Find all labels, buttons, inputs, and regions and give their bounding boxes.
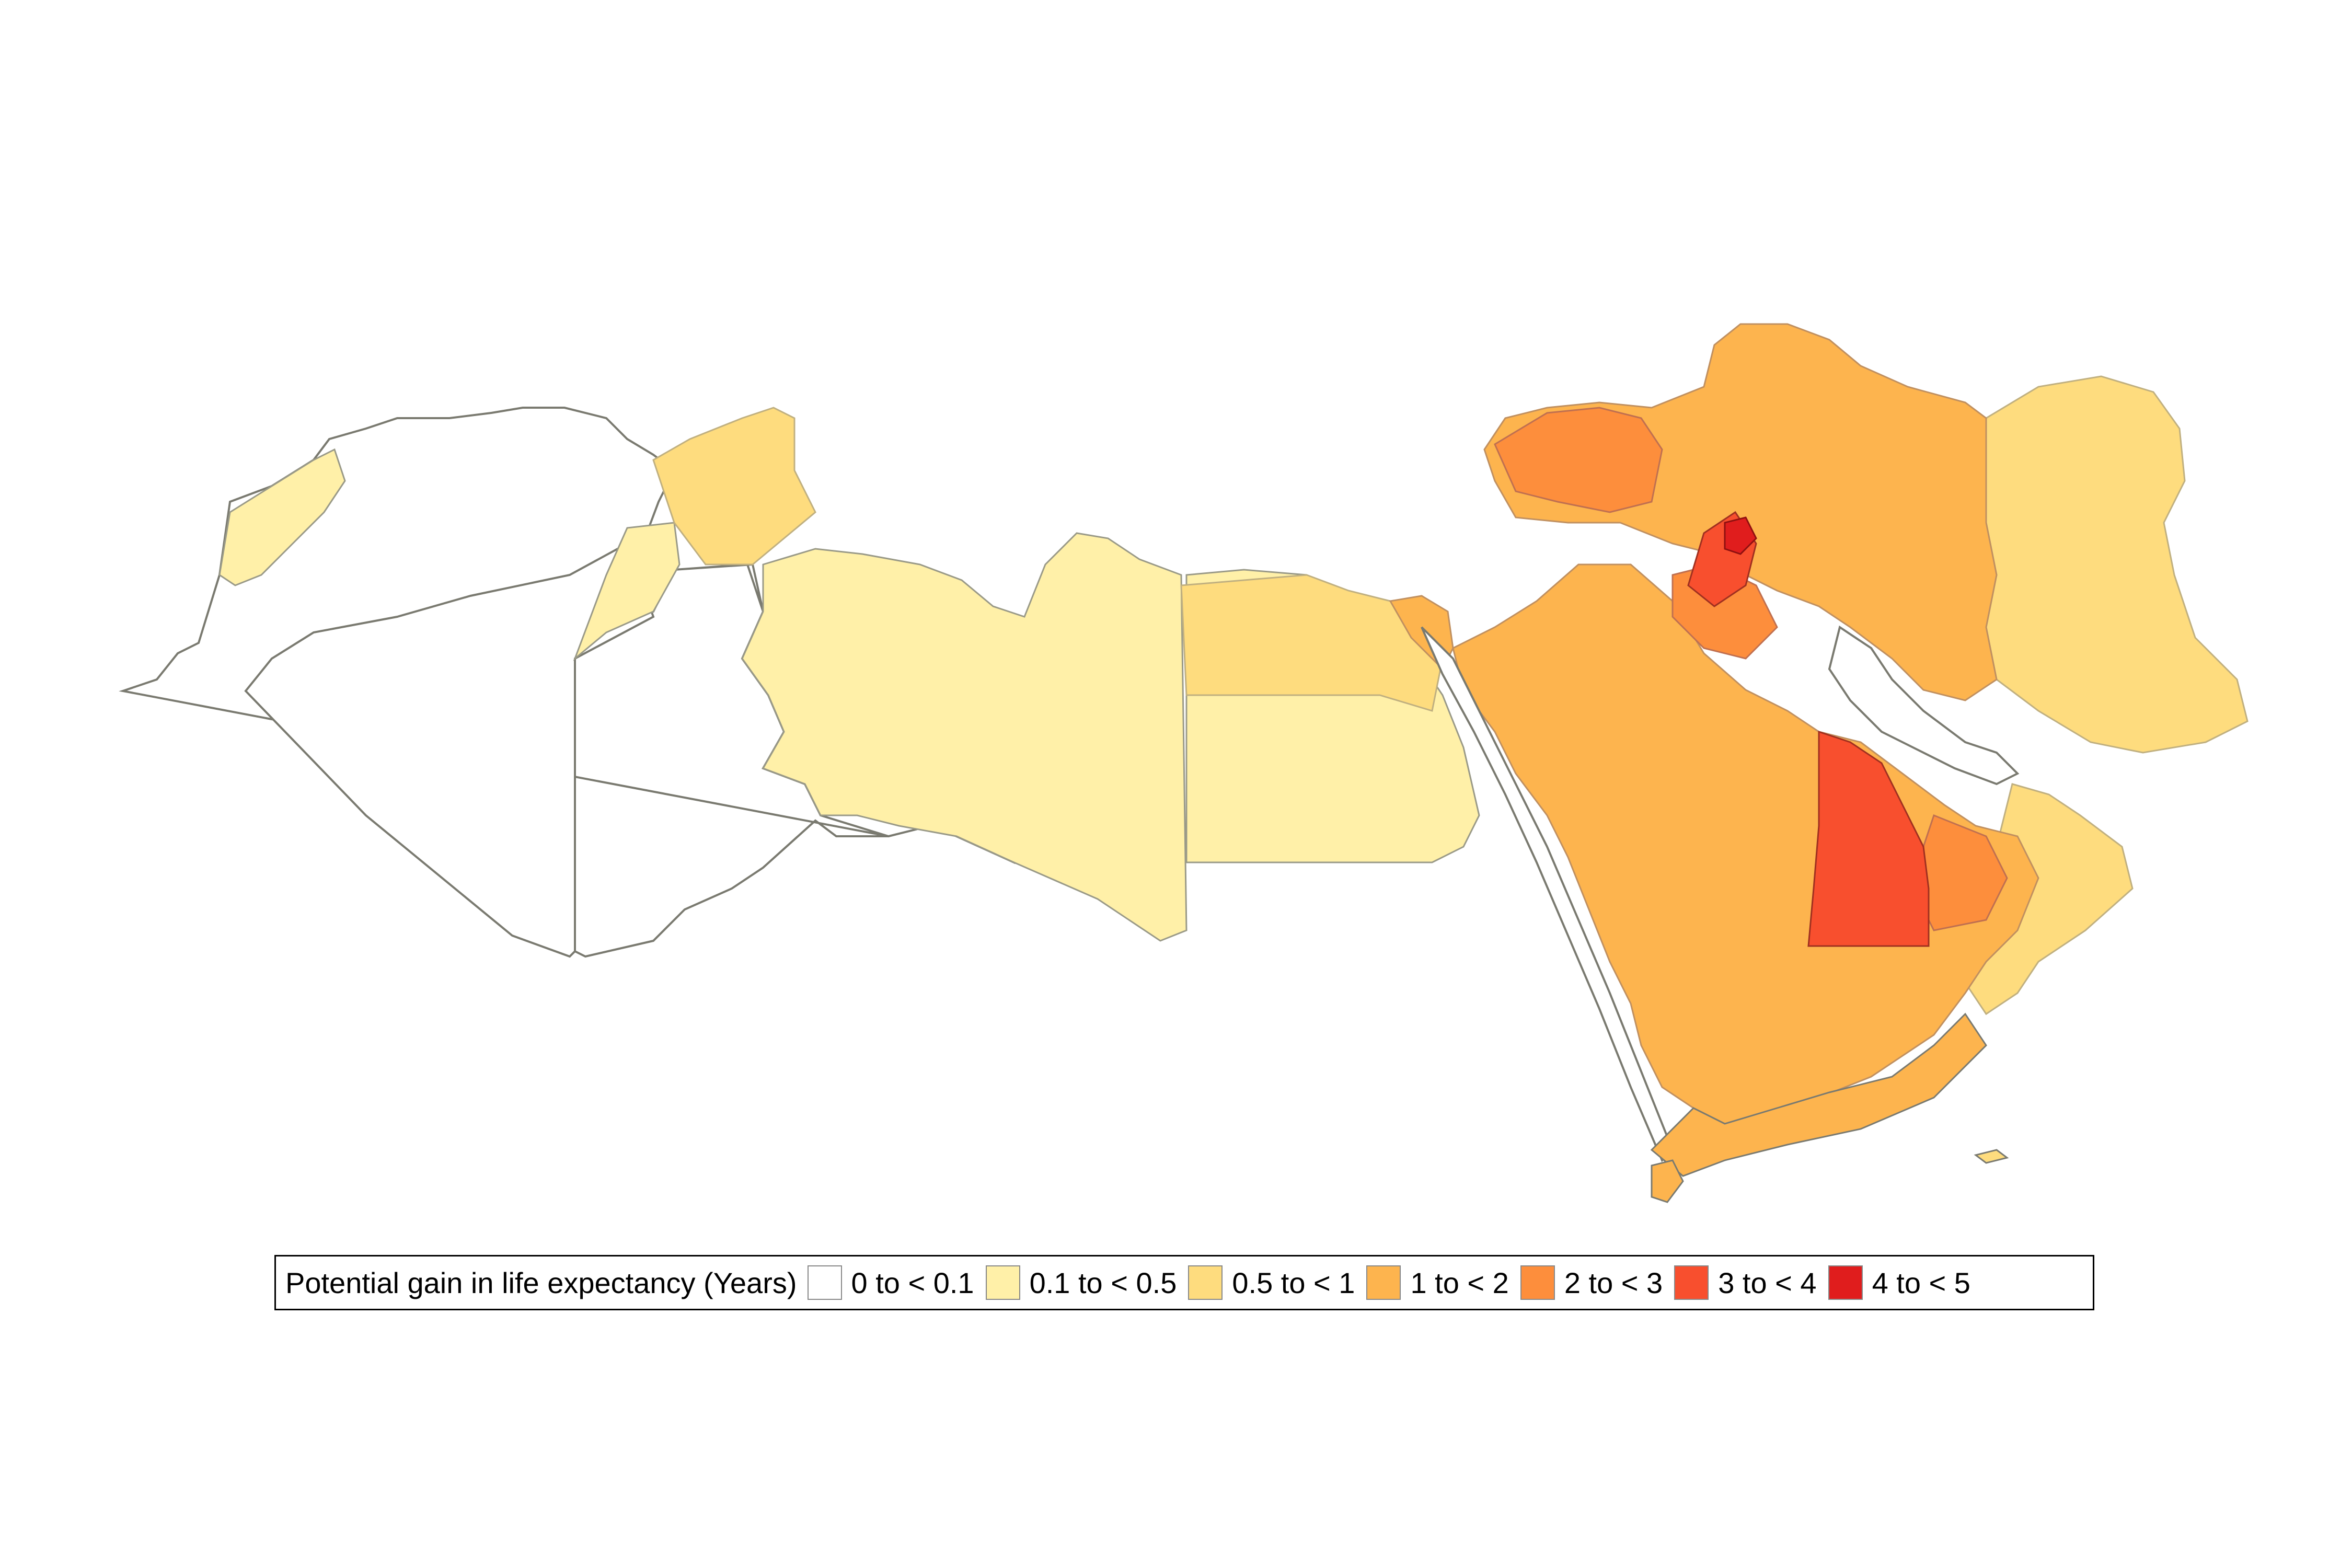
legend-item-0: 0 to < 0.1 xyxy=(807,1265,974,1300)
legend-swatch-3 xyxy=(1366,1265,1401,1300)
legend-swatch-4 xyxy=(1520,1265,1555,1300)
legend-item-2: 0.5 to < 1 xyxy=(1188,1265,1355,1300)
legend-swatch-2 xyxy=(1188,1265,1223,1300)
iran-east xyxy=(1985,375,2249,754)
legend-swatch-1 xyxy=(985,1265,1020,1300)
egypt-delta xyxy=(1180,574,1444,712)
legend-label-3: 1 to < 2 xyxy=(1410,1266,1509,1299)
legend-item-6: 4 to < 5 xyxy=(1828,1265,1970,1300)
tunisia xyxy=(652,407,816,566)
algeria-north-strip xyxy=(573,522,681,661)
socotra xyxy=(1974,1149,2009,1164)
legend-item-3: 1 to < 2 xyxy=(1366,1265,1509,1300)
turkey-southeast xyxy=(1494,407,1663,513)
hotspot xyxy=(1724,516,1757,555)
legend-swatch-5 xyxy=(1674,1265,1709,1300)
legend-title: Potential gain in life expectancy (Years… xyxy=(285,1266,797,1299)
yemen-island xyxy=(1651,1159,1684,1203)
legend-label-6: 4 to < 5 xyxy=(1872,1266,1970,1299)
legend: Potential gain in life expectancy (Years… xyxy=(274,1255,2094,1310)
region-darkred xyxy=(1724,516,1757,555)
legend-label-0: 0 to < 0.1 xyxy=(851,1266,974,1299)
region-white xyxy=(119,407,1016,958)
legend-label-1: 0.1 to < 0.5 xyxy=(1029,1266,1177,1299)
morocco-north xyxy=(218,448,346,586)
saudi-east xyxy=(1807,730,1930,947)
libya xyxy=(741,532,1187,942)
legend-label-4: 2 to < 3 xyxy=(1564,1266,1663,1299)
legend-item-5: 3 to < 4 xyxy=(1674,1265,1817,1300)
yemen-coast xyxy=(1650,1012,1987,1177)
persian-gulf xyxy=(1828,625,2020,786)
legend-swatch-0 xyxy=(807,1265,842,1300)
arabia-main xyxy=(1452,563,2039,1141)
region-light xyxy=(218,448,1480,942)
legend-item-1: 0.1 to < 0.5 xyxy=(985,1265,1177,1300)
legend-swatch-6 xyxy=(1828,1265,1863,1300)
legend-item-4: 2 to < 3 xyxy=(1520,1265,1663,1300)
legend-label-2: 0.5 to < 1 xyxy=(1232,1266,1355,1299)
legend-label-5: 3 to < 4 xyxy=(1718,1266,1817,1299)
